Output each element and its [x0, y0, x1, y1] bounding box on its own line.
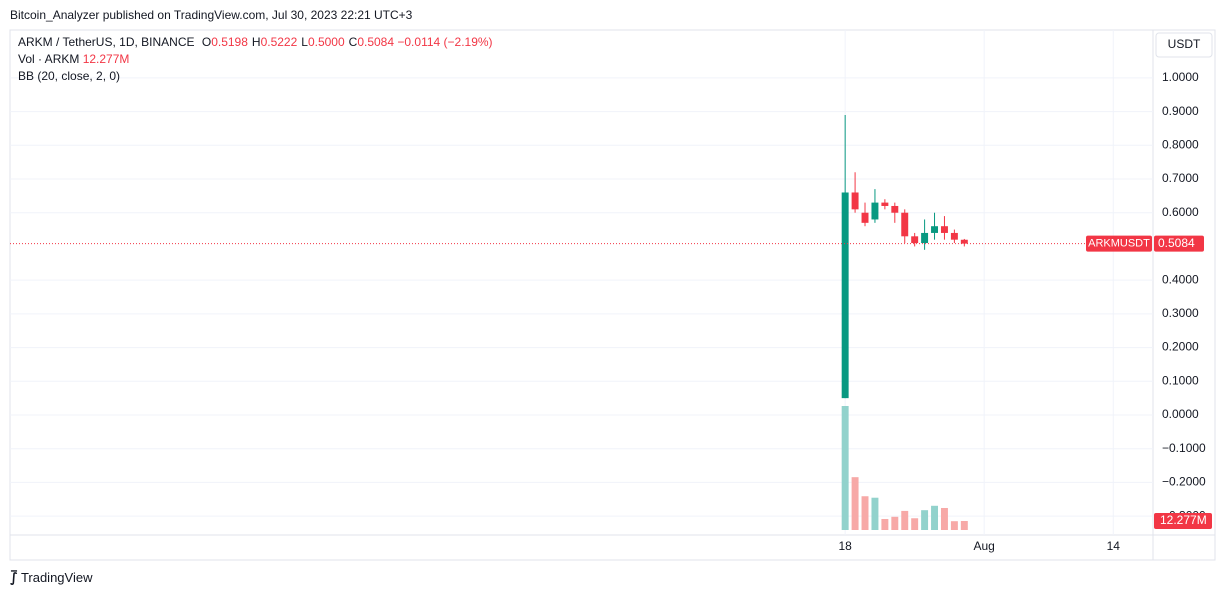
- indicator: BB (20, close, 2, 0): [18, 69, 121, 83]
- y-tick-label: 1.0000: [1162, 70, 1199, 84]
- candle-layer: [10, 114, 1153, 399]
- published-line: Bitcoin_Analyzer published on TradingVie…: [10, 8, 413, 22]
- price-tag-text: 0.5084: [1158, 236, 1195, 250]
- symbol-tag: [1086, 235, 1152, 252]
- volume-bar: [931, 505, 939, 530]
- volume-layer: [841, 406, 968, 530]
- ohlc-value: 0.5000: [307, 35, 345, 49]
- candle-body: [841, 192, 849, 399]
- candle-body: [901, 212, 909, 237]
- chart-frame: [9, 29, 1216, 561]
- volume-bar: [950, 521, 958, 530]
- y-tick-label: 0.9000: [1162, 104, 1199, 118]
- volume-value: 12.277M: [82, 52, 130, 66]
- volume-bar: [851, 477, 859, 530]
- candle-body: [851, 192, 859, 210]
- volume-bar: [960, 520, 968, 530]
- axes-layer: 1.0000 0.9000 0.8000 0.7000 0.6000 0.4000 0.30…: [838, 70, 1212, 553]
- x-tick-label: 14: [1107, 539, 1121, 553]
- symbol-tag-text: ARKMUSDT: [1088, 238, 1150, 250]
- volume-bar: [891, 516, 899, 530]
- candle-body: [950, 232, 958, 240]
- candle-body: [871, 202, 879, 220]
- y-tick-label: 0.3000: [1162, 306, 1199, 320]
- volume-bar: [841, 406, 849, 530]
- candle-body: [861, 212, 869, 223]
- volume-tag-text: 12.277M: [1160, 513, 1207, 527]
- y-tick-label: 0.0000: [1162, 407, 1199, 421]
- candle-body: [921, 232, 929, 244]
- x-tick-label: 18: [838, 539, 852, 553]
- volume-title: Vol · ARKM: [18, 52, 80, 66]
- candle-body: [931, 226, 939, 233]
- y-tick-label: 0.8000: [1162, 137, 1199, 151]
- candle-body: [960, 239, 968, 244]
- volume-bar: [861, 496, 869, 530]
- x-tick-label: Aug: [974, 539, 995, 553]
- ohlc-key: C: [348, 35, 358, 49]
- legend-row: ARKM / TetherUS, 1D, BINANCE O0.5198 H0.5…: [18, 35, 493, 49]
- ohlc-value: 0.5084: [357, 35, 395, 49]
- volume-bar: [881, 518, 889, 530]
- y-tick-label: 0.2000: [1162, 340, 1199, 354]
- ohlc-key: L: [301, 35, 308, 49]
- ohlc: O0.5198 H0.5222 L0.5000 C0.5084: [198, 35, 394, 49]
- candle-body: [911, 236, 919, 244]
- grid: [10, 30, 1153, 535]
- y-tick-label: 0.6000: [1162, 205, 1199, 219]
- y-tick-label: −0.1000: [1162, 441, 1206, 455]
- y-tick-label: 0.7000: [1162, 171, 1199, 185]
- volume-bar: [871, 497, 879, 530]
- volume-tag: [1154, 512, 1212, 529]
- ohlc-key: H: [251, 35, 261, 49]
- change: −0.0114 (−2.19%): [397, 35, 493, 49]
- currency[interactable]: USDT: [1168, 37, 1201, 51]
- y-tick-label: −0.2000: [1162, 475, 1206, 489]
- volume-bar: [901, 510, 909, 530]
- y-tick-label: 0.4000: [1162, 272, 1199, 286]
- ohlc-value: 0.5198: [211, 35, 248, 49]
- ohlc-value: 0.5222: [260, 35, 298, 49]
- currency-button[interactable]: [1155, 32, 1213, 58]
- volume-legend: Vol · ARKM 12.277M: [18, 52, 129, 66]
- candle-body: [891, 205, 899, 213]
- volume-bar: [911, 518, 919, 530]
- candle-body: [940, 226, 948, 233]
- volume-bar: [921, 510, 929, 530]
- footer: TradingView: [20, 570, 93, 585]
- symbol: ARKM / TetherUS, 1D, BINANCE: [18, 35, 195, 49]
- volume-bar: [940, 507, 948, 530]
- ohlc-key: O: [201, 35, 212, 49]
- footer-logo: ⨛ TradingView: [10, 570, 92, 586]
- price-tag: [1154, 235, 1204, 252]
- y-tick-label: 0.1000: [1162, 373, 1199, 387]
- candle-body: [881, 202, 889, 206]
- logo-mark: ⨛: [10, 570, 18, 585]
